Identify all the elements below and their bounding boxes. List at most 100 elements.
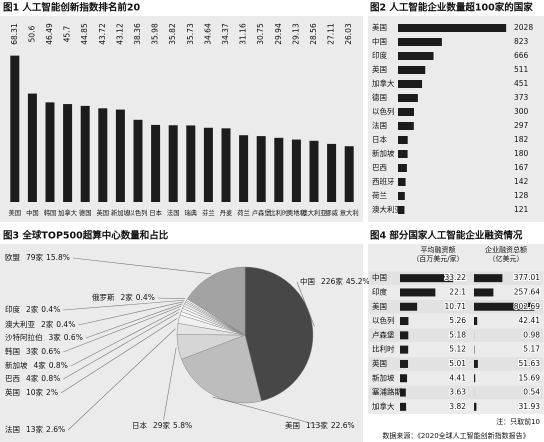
bar [474,302,535,311]
slice-label: 3家 [49,332,62,342]
value-label: 180 [514,149,529,158]
bar [80,105,90,202]
value-label: 5.01 [449,359,466,368]
row-bg [369,328,543,342]
bar [398,192,405,200]
row-label: 印度 [372,286,387,296]
x-tick-label: 德国 [79,208,92,217]
x-tick-label: 新加坡 [111,208,131,217]
bar [474,374,476,383]
slice-label: 22.6% [331,421,355,430]
slice-label: 79家 [26,252,44,262]
leader-line [63,305,182,353]
x-tick-label: 以色列 [129,208,148,217]
slice-label: 日本 [132,420,147,430]
slice-label: 3家 [26,346,39,356]
row-bg [369,357,543,371]
slice-label: 15.8% [46,253,70,262]
value-label: 300 [514,107,529,116]
chart-title: 图1 人工智能创新指数排名前20 [3,2,141,14]
bar [398,164,407,172]
bar [398,52,434,60]
value-label: 44.85 [80,23,89,45]
bar [474,359,478,368]
y-tick-label: 中国 [372,36,387,46]
bar [400,302,418,311]
value-label: 43.12 [115,23,124,45]
bar [400,402,407,411]
x-tick-label: 芬兰 [202,208,215,217]
y-tick-label: 英国 [372,64,387,74]
bar [474,274,503,283]
bar [344,146,354,202]
column-header: 平均融资额 [421,245,456,254]
y-tick-label: 德国 [372,92,387,102]
row-label: 加拿大 [372,401,395,411]
value-label: 46.49 [45,23,54,45]
row-bg [369,314,543,328]
value-label: 31.16 [239,23,248,45]
value-label: 373 [514,93,529,102]
bar [398,178,406,186]
slice-label: 45.2% [346,277,370,286]
bar [398,206,405,214]
bar [398,94,418,102]
leader-line [67,328,176,431]
value-label: 28.56 [309,23,318,45]
value-label: 42.41 [519,316,541,325]
note: 注：只取前10 [496,417,540,426]
bar [10,55,20,202]
bar [400,317,409,326]
pie-slice [244,266,314,402]
slice-label: 澳大利亚 [5,319,35,329]
y-tick-label: 澳大利亚 [372,204,402,214]
value-label: 3.82 [449,402,466,411]
bar [168,125,178,202]
bar [398,38,442,46]
leader-line [157,297,186,300]
row-label: 中国 [372,272,387,282]
x-tick-label: 卢森堡 [252,208,272,217]
bar [474,288,494,297]
y-tick-label: 印度 [372,50,387,60]
bar [400,345,409,354]
value-label: 30.75 [256,23,265,45]
bar [256,136,266,202]
value-label: 142 [514,177,529,186]
slice-label: 13家 [26,424,44,434]
value-label: 4.41 [449,373,466,382]
x-tick-label: 丹麦 [220,208,233,217]
bar [398,122,414,130]
value-label: 31.93 [519,402,541,411]
slice-label: 5.8% [173,421,192,430]
value-label: 121 [514,205,529,214]
bar [400,274,454,283]
value-label: 29.94 [274,23,283,45]
value-label: 68.31 [10,23,19,45]
bar [398,24,507,32]
value-label: 451 [514,79,529,88]
panel [368,16,544,222]
slice-label: 中国 [300,276,315,286]
slice-label: 10家 [26,387,44,397]
bar [398,136,408,144]
bar [151,124,161,202]
value-label: 802.69 [514,302,540,311]
value-label: 167 [514,163,529,172]
slice-label: 欧盟 [5,252,20,262]
value-label: 0.98 [523,330,540,339]
bar [221,128,231,202]
value-label: 34.37 [221,23,230,45]
y-tick-label: 日本 [372,134,387,144]
chart-title: 图2 人工智能企业数量超100家的国家 [370,2,533,14]
slice-label: 0.8% [49,361,68,370]
slice-label: 0.4% [41,305,60,314]
leader-line [63,299,185,311]
value-label: 511 [514,65,529,74]
pie-slice [181,334,262,404]
bar [291,139,301,202]
value-label: 5.12 [449,345,466,354]
slice-label: 印度 [5,304,20,314]
bar [274,137,284,202]
column-unit: （亿美元） [489,254,524,263]
